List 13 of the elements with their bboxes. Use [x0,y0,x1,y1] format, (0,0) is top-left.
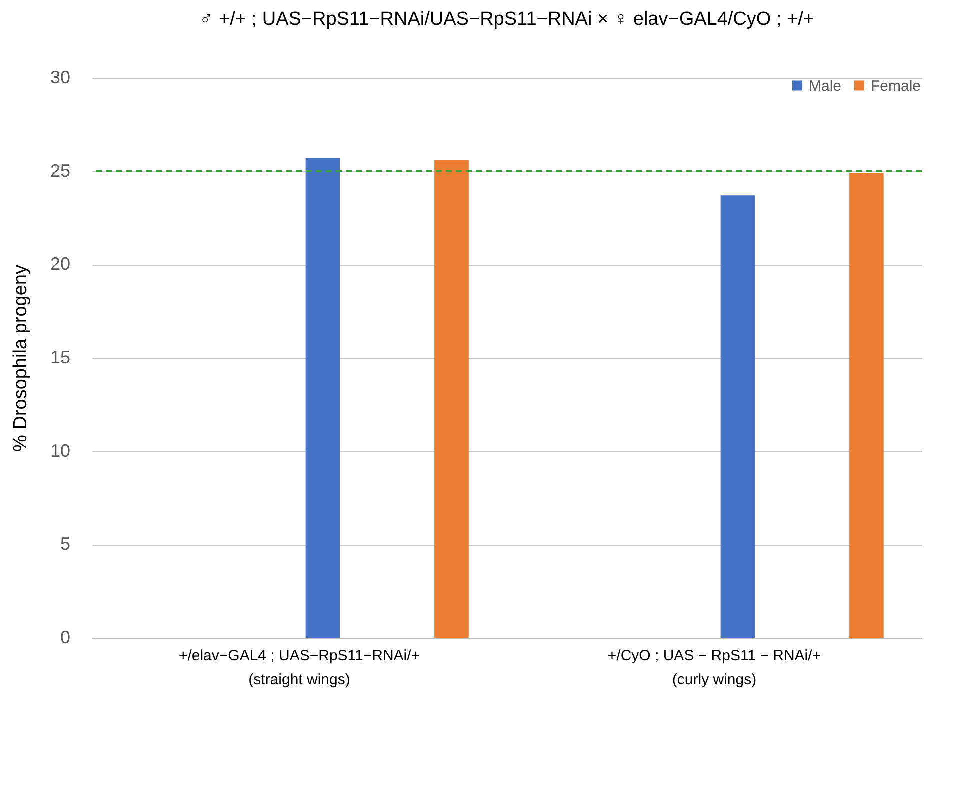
y-tick-label: 30 [50,68,70,88]
y-tick-label: 15 [50,348,70,368]
x-tick-label: +/elav−GAL4 ; UAS−RpS11−RNAi/+ (straight wings) [178,648,420,688]
y-tick-label: 5 [60,534,70,554]
y-tick-label: 10 [50,440,70,461]
y-axis-title: % Drosophila progeny [10,264,32,452]
chart-title: ♂ +/+ ; UAS−RpS11−RNAi/UAS−RpS11−RNAi × ♀ elav−GAL4/CyO ; +/+ [200,9,814,30]
legend-label: Female [871,78,922,95]
x-tick-label: +/CyO ; UAS − RpS11 − RNAi/+ (curly wings) [608,648,822,688]
y-tick-label: 20 [50,254,70,274]
y-tick-label: 0 [60,628,70,648]
legend-label: Male [809,78,842,95]
y-tick-label: 25 [50,160,70,181]
